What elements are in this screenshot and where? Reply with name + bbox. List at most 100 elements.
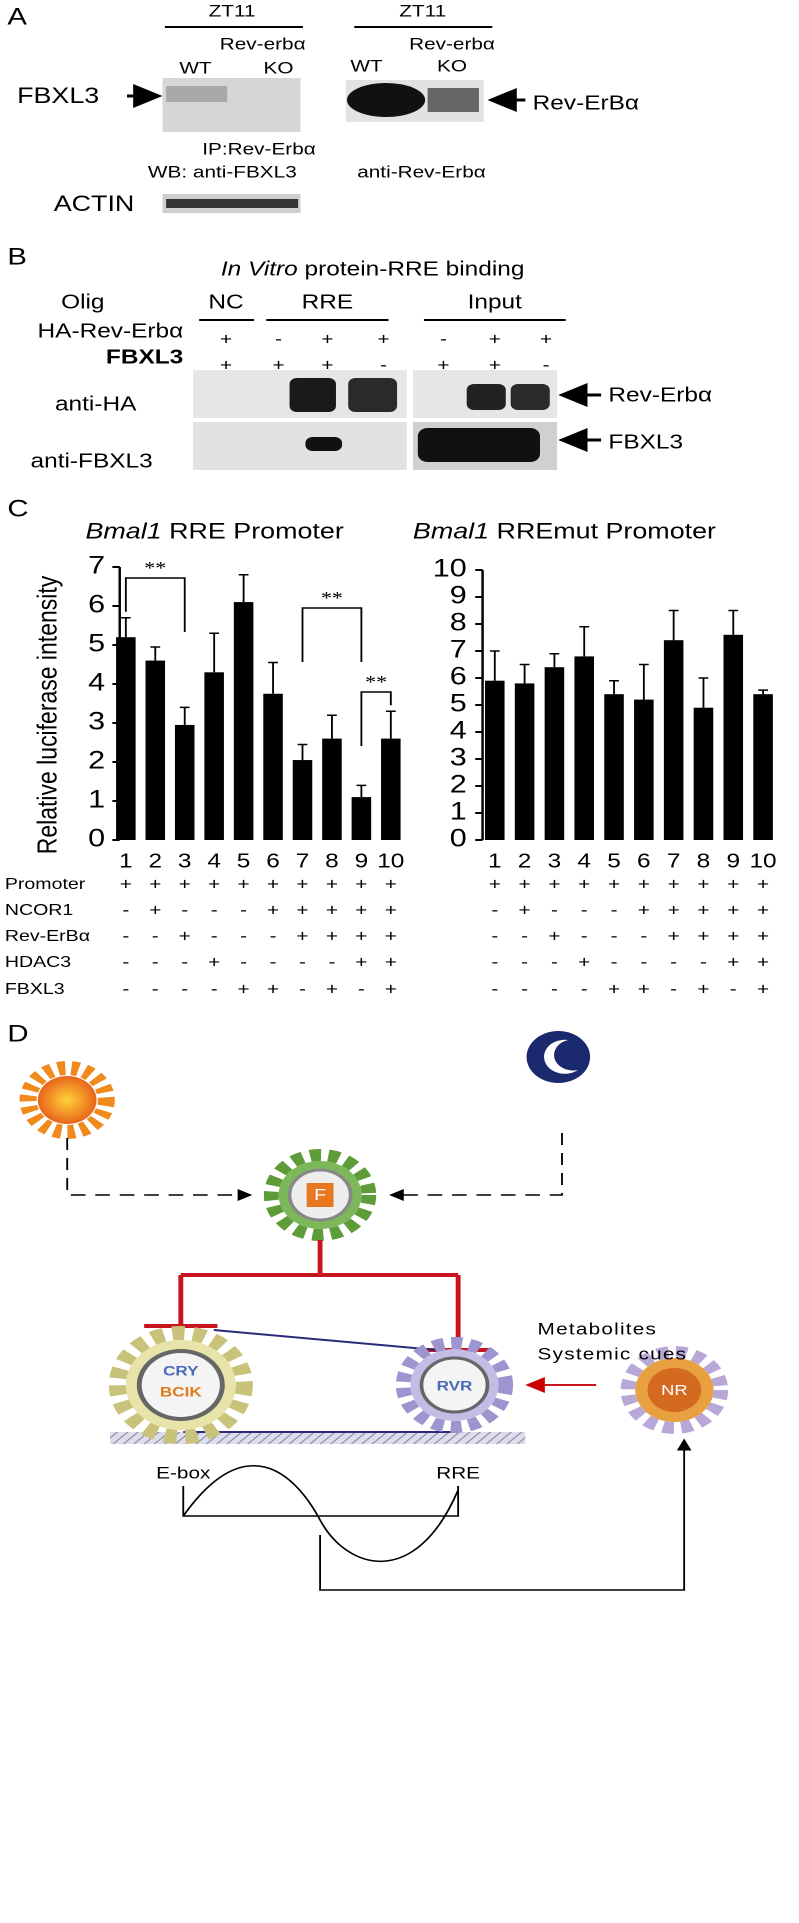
y-tick-label: 8: [450, 608, 467, 636]
condition-sign: +: [272, 356, 284, 375]
bar: [693, 707, 714, 840]
error-bar: [609, 679, 619, 695]
condition-sign: +: [355, 927, 367, 946]
error-bar: [327, 714, 337, 739]
panel-a: A ZT11 Rev-erbα WT KO FBXL3 ZT11 Rev-erb…: [7, 2, 639, 216]
error-bar: [297, 743, 308, 761]
condition-sign: -: [152, 980, 159, 999]
gear-core: [647, 1368, 702, 1412]
y-tick-label: 4: [88, 668, 105, 696]
y-tick-label: 3: [450, 743, 467, 771]
x-tick-label: 9: [726, 849, 740, 871]
x-tick-label: 5: [607, 849, 621, 871]
condition-sign: -: [581, 901, 588, 920]
bar: [204, 672, 224, 840]
condition-sign: -: [270, 953, 277, 972]
clock: [419, 1356, 490, 1414]
condition-sign: -: [581, 927, 588, 946]
error-bar: [489, 650, 500, 681]
condition-label: NCOR1: [5, 901, 73, 919]
gear-label-text: CRY: [163, 1364, 199, 1379]
x-tick-label: 3: [178, 849, 192, 871]
condition-sign: -: [211, 927, 218, 946]
y-tick-label: 5: [88, 629, 105, 657]
bar: [116, 637, 136, 840]
condition-sign: +: [757, 875, 769, 894]
condition-sign: +: [578, 875, 590, 894]
moon: [544, 1039, 578, 1074]
genotype-label: Rev-erbα: [409, 35, 495, 54]
x-tick-label: 1: [488, 849, 502, 871]
condition-sign: -: [275, 330, 282, 349]
bar: [514, 683, 535, 840]
panel-label: A: [7, 3, 27, 30]
condition-sign: +: [540, 330, 552, 349]
x-tick-label: 7: [667, 849, 681, 871]
condition-sign: +: [321, 356, 333, 375]
condition-label: HA-Rev-Erbα: [38, 319, 184, 341]
sun: [37, 1076, 97, 1124]
condition-sign: -: [491, 953, 498, 972]
y-tick-label: 5: [450, 689, 467, 717]
x-tick-label: 2: [518, 849, 532, 871]
panel-title: In Vitro protein-RRE binding: [221, 257, 525, 279]
condition-sign: +: [578, 953, 590, 972]
bar: [485, 680, 505, 840]
condition-sign: -: [211, 901, 218, 920]
condition-sign: -: [152, 953, 159, 972]
condition-sign: +: [267, 980, 279, 999]
condition-sign: +: [220, 356, 232, 375]
bar: [263, 693, 283, 840]
lane-label: KO: [437, 57, 467, 76]
condition-sign: +: [208, 953, 220, 972]
feedback-loop: [182, 1465, 460, 1562]
x-tick-label: 6: [266, 849, 280, 871]
bar: [753, 694, 773, 840]
condition-sign: -: [299, 953, 306, 972]
condition-sign: -: [491, 901, 498, 920]
condition-sign: +: [489, 356, 501, 375]
antibody-label: anti-HA: [55, 392, 137, 414]
condition-sign: -: [611, 927, 618, 946]
condition-sign: -: [700, 953, 707, 972]
arrow: [319, 1438, 692, 1591]
condition-sign: +: [697, 980, 709, 999]
condition-sign: +: [489, 330, 501, 349]
error-bar: [758, 689, 768, 695]
significance-label: **: [365, 673, 387, 693]
gear: [620, 1346, 729, 1434]
condition-sign: -: [181, 980, 188, 999]
condition-sign: -: [122, 901, 129, 920]
condition-sign: +: [668, 901, 680, 920]
condition-sign: -: [640, 927, 647, 946]
bar: [544, 667, 565, 840]
condition-sign: +: [208, 875, 220, 894]
x-tick-label: 5: [237, 849, 251, 871]
condition-sign: +: [321, 330, 333, 349]
gear-box: [306, 1183, 334, 1207]
condition-sign: +: [385, 980, 397, 999]
condition-sign: +: [668, 927, 680, 946]
condition-sign: -: [181, 953, 188, 972]
condition-sign: +: [296, 927, 308, 946]
condition-sign: +: [519, 875, 531, 894]
x-tick-label: 8: [325, 849, 339, 871]
bar: [233, 602, 254, 840]
panel-c: C Bmal1 RRE Promoter Relative luciferase …: [5, 495, 777, 999]
condition-sign: +: [326, 875, 338, 894]
condition-sign: +: [757, 980, 769, 999]
target-label: FBXL3: [608, 430, 683, 452]
blot-band: [289, 378, 336, 412]
x-tick-label: 3: [548, 849, 562, 871]
condition-sign: +: [378, 330, 390, 349]
wb-label: anti-Rev-Erbα: [357, 163, 486, 182]
condition-sign: +: [120, 875, 132, 894]
condition-sign: +: [697, 875, 709, 894]
significance-bracket: [360, 691, 392, 746]
condition-sign: +: [385, 901, 397, 920]
error-bar: [638, 663, 649, 700]
title-gene: Bmal1: [413, 520, 489, 544]
panel-d: D F CRY BCIK RVR NR Metabolites Systemic…: [7, 1020, 729, 1591]
condition-sign: +: [296, 875, 308, 894]
